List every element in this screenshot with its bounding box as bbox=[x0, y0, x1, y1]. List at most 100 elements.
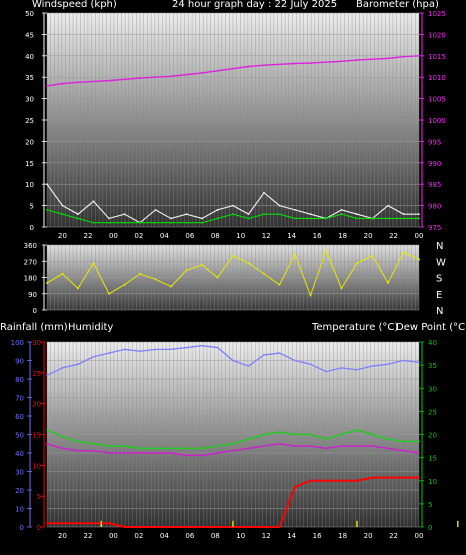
compass-label: N bbox=[436, 241, 443, 252]
wind-direction-point bbox=[232, 254, 234, 257]
humidity-series-point bbox=[185, 346, 188, 349]
humidity-tick-label: 50 bbox=[15, 432, 24, 440]
humidity-tick-label: 100 bbox=[11, 339, 24, 347]
windspeed-series-point bbox=[108, 217, 110, 220]
windspeed-series-point bbox=[309, 213, 312, 216]
humidity-tick-label: 90 bbox=[15, 358, 24, 366]
average-windspeed-series-point bbox=[340, 213, 343, 216]
humidity-series-point bbox=[309, 363, 312, 365]
temperature-tick-label: 10 bbox=[428, 478, 437, 486]
dewpoint-series-point bbox=[46, 442, 48, 445]
barometer-series-point bbox=[325, 61, 327, 64]
wind-direction-point bbox=[309, 294, 312, 297]
barometer-tick-label: 1025 bbox=[428, 10, 446, 18]
wind-barometer-chart: 0510152025303540455097598098599099510001… bbox=[25, 10, 446, 240]
barometer-tick-label: 990 bbox=[428, 160, 441, 168]
humidity-tick-label: 60 bbox=[15, 413, 24, 421]
average-windspeed-series-point bbox=[61, 213, 64, 216]
average-windspeed-series-point bbox=[216, 217, 219, 220]
humidity-axis-title: Humidity bbox=[68, 322, 114, 333]
humidity-tick-label: 10 bbox=[15, 506, 24, 514]
average-windspeed-series-point bbox=[46, 208, 48, 211]
windspeed-series-point bbox=[185, 213, 188, 216]
barometer-series-point bbox=[61, 82, 64, 85]
dewpoint-series-point bbox=[216, 452, 219, 454]
humidity-series-point bbox=[216, 346, 219, 349]
humidity-tick-label: 0 bbox=[20, 524, 24, 532]
temperature-series-point bbox=[46, 429, 48, 431]
time-tick-label: 00 bbox=[109, 232, 118, 240]
humidity-series-point bbox=[77, 363, 79, 365]
wind-direction-point bbox=[61, 272, 64, 275]
humidity-series-point bbox=[154, 348, 157, 351]
average-windspeed-series-point bbox=[201, 221, 203, 224]
direction-tick-label: 0 bbox=[33, 307, 37, 315]
rainfall-series-point bbox=[356, 479, 358, 482]
wind-direction-point bbox=[46, 281, 48, 284]
direction-tick-label: 360 bbox=[24, 242, 37, 250]
average-windspeed-series-point bbox=[371, 217, 374, 220]
temperature-tick-label: 30 bbox=[428, 385, 437, 393]
windspeed-tick-label: 20 bbox=[25, 138, 34, 146]
dewpoint-series-point bbox=[77, 449, 79, 452]
humidity-tick-label: 20 bbox=[15, 487, 24, 495]
rain-rate-bar bbox=[100, 520, 102, 527]
time-tick-label: 02 bbox=[134, 232, 143, 240]
humidity-series-point bbox=[232, 359, 234, 362]
rain-rate-bar bbox=[457, 520, 459, 527]
average-windspeed-series-point bbox=[139, 221, 141, 224]
windspeed-tick-label: 10 bbox=[25, 181, 34, 189]
wind-direction-point bbox=[371, 254, 374, 257]
dewpoint-series-point bbox=[356, 445, 358, 447]
barometer-series-point bbox=[356, 59, 358, 61]
humidity-tick-label: 30 bbox=[15, 469, 24, 477]
windspeed-tick-label: 40 bbox=[25, 53, 34, 61]
rainfall-series-point bbox=[92, 522, 95, 525]
humidity-series-point bbox=[294, 359, 296, 362]
temperature-tick-label: 25 bbox=[428, 408, 437, 416]
rainfall-series-point bbox=[247, 526, 250, 528]
temperature-series-point bbox=[154, 447, 157, 450]
temperature-series-point bbox=[170, 447, 172, 450]
windspeed-series-point bbox=[247, 213, 250, 216]
barometer-tick-label: 995 bbox=[428, 138, 441, 146]
time-tick-label: 10 bbox=[236, 232, 245, 240]
temperature-series-point bbox=[418, 440, 420, 443]
average-windspeed-series-point bbox=[170, 221, 172, 224]
barometer-series-point bbox=[170, 75, 172, 78]
rain-rate-bar bbox=[356, 520, 358, 527]
dewpoint-series-point bbox=[278, 442, 281, 445]
wind-direction-point bbox=[247, 262, 250, 265]
wind-direction-point bbox=[185, 269, 188, 272]
dewpoint-axis-title: Dew Point (°C) bbox=[396, 322, 466, 333]
humidity-series-point bbox=[402, 359, 405, 362]
temperature-series-point bbox=[77, 440, 79, 443]
rainfall-tick-label: 10 bbox=[32, 462, 41, 470]
windspeed-tick-label: 45 bbox=[25, 31, 34, 39]
time-tick-label: 00 bbox=[415, 232, 424, 240]
time-tick-label: 22 bbox=[84, 232, 93, 240]
barometer-series-point bbox=[263, 64, 265, 67]
rainfall-tick-label: 5 bbox=[37, 493, 41, 501]
rainfall-series-point bbox=[325, 479, 327, 482]
average-windspeed-series-point bbox=[278, 213, 281, 216]
humidity-series-point bbox=[61, 367, 64, 369]
rainfall-series-point bbox=[418, 476, 420, 479]
barometer-series-point bbox=[247, 65, 250, 68]
rainfall-series-point bbox=[139, 526, 141, 528]
rainfall-tick-label: 0 bbox=[37, 524, 41, 532]
rainfall-series-point bbox=[340, 479, 343, 482]
temperature-series-point bbox=[309, 433, 312, 436]
rainfall-tick-label: 15 bbox=[32, 432, 41, 440]
time-tick-label: 14 bbox=[287, 232, 296, 240]
direction-tick-label: 90 bbox=[28, 291, 37, 299]
rain-humidity-temperature-chart: 0102030405060708090100051015202530051015… bbox=[11, 339, 459, 540]
average-windspeed-series-point bbox=[387, 217, 389, 220]
windspeed-series-point bbox=[61, 204, 64, 207]
average-windspeed-series-point bbox=[108, 221, 110, 224]
humidity-series-point bbox=[201, 344, 203, 347]
barometer-series-point bbox=[232, 67, 234, 70]
temperature-series-point bbox=[61, 436, 64, 438]
time-tick-label: 18 bbox=[338, 232, 347, 240]
wind-direction-point bbox=[325, 249, 327, 252]
